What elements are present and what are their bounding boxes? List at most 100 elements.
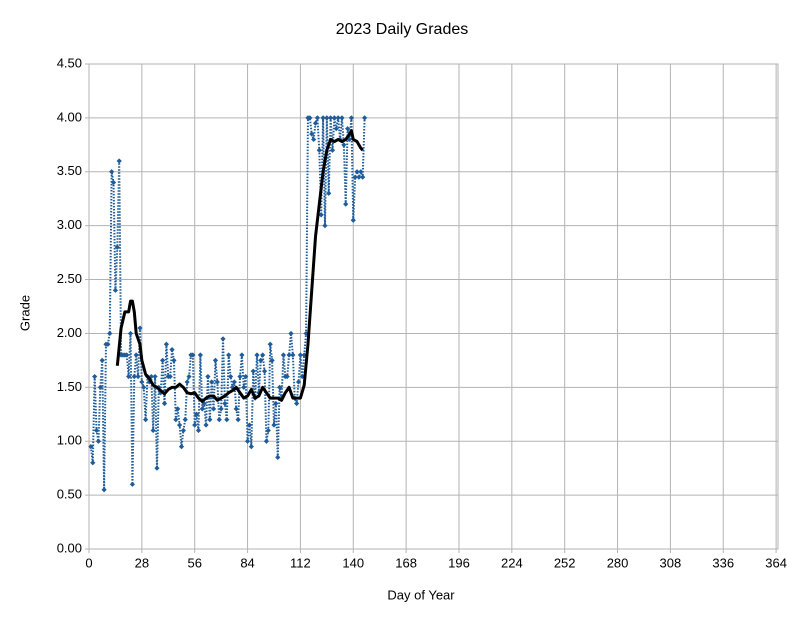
data-point <box>265 427 271 434</box>
data-point <box>88 444 94 450</box>
data-point <box>133 352 139 358</box>
data-point <box>169 347 175 353</box>
data-point <box>163 341 169 347</box>
data-point <box>224 417 230 423</box>
data-point <box>267 341 273 347</box>
data-point <box>193 411 200 417</box>
data-point <box>316 147 322 153</box>
data-point <box>286 352 292 358</box>
data-point <box>210 406 217 412</box>
data-point <box>110 179 117 186</box>
data-point <box>190 352 196 358</box>
data-point <box>290 352 296 358</box>
data-point <box>241 384 247 390</box>
data-point <box>137 325 143 331</box>
data-point <box>280 352 287 358</box>
data-point <box>237 373 243 380</box>
y-axis-label: Grade <box>17 295 32 331</box>
data-point <box>254 352 260 358</box>
data-point <box>152 373 158 380</box>
data-point <box>126 373 132 380</box>
data-point <box>331 115 337 121</box>
data-point <box>141 384 147 390</box>
data-point <box>154 465 160 471</box>
x-tick-label: 364 <box>765 555 787 570</box>
data-point <box>220 336 226 342</box>
data-point <box>244 438 251 444</box>
data-point <box>107 330 113 337</box>
x-tick-label: 336 <box>712 555 734 570</box>
data-point <box>299 373 305 380</box>
data-point <box>309 131 315 137</box>
data-point <box>222 400 228 407</box>
data-point <box>235 417 241 423</box>
data-point <box>101 487 107 493</box>
data-point <box>326 190 332 196</box>
x-tick-label: 84 <box>240 555 254 570</box>
data-point <box>97 384 103 390</box>
data-point <box>294 400 300 407</box>
data-point <box>161 400 168 407</box>
data-point <box>261 368 268 374</box>
x-tick-label: 252 <box>554 555 576 570</box>
data-point <box>212 357 219 363</box>
data-point <box>178 444 185 450</box>
data-point <box>180 427 186 434</box>
data-point <box>324 115 330 121</box>
data-point <box>273 400 279 407</box>
data-point <box>209 379 215 385</box>
data-point <box>329 147 336 153</box>
plot-frame <box>88 63 779 550</box>
x-tick-label: 28 <box>135 555 149 570</box>
data-point <box>314 115 321 121</box>
data-point <box>90 460 96 466</box>
x-tick-label: 112 <box>290 555 311 570</box>
series-line <box>115 129 364 403</box>
data-point <box>199 406 205 412</box>
x-tick-label: 0 <box>85 555 92 570</box>
data-point <box>124 352 130 358</box>
data-point <box>328 115 334 121</box>
data-point <box>105 341 111 347</box>
data-point <box>350 217 356 223</box>
data-point <box>295 379 302 385</box>
data-point <box>248 444 254 450</box>
data-point <box>226 352 232 358</box>
data-point <box>127 330 134 337</box>
data-point <box>139 379 145 385</box>
data-point <box>356 174 362 180</box>
data-point <box>312 120 319 126</box>
y-tick-label: 0.00 <box>57 540 82 555</box>
data-point <box>345 126 351 132</box>
data-point <box>231 379 237 385</box>
y-tick-label: 3.00 <box>57 217 82 232</box>
data-point <box>216 417 222 423</box>
data-point <box>322 223 328 229</box>
y-tick-label: 1.50 <box>57 379 82 394</box>
data-point <box>358 169 364 175</box>
data-point <box>311 136 317 143</box>
y-tick-label: 2.00 <box>57 325 82 340</box>
data-point <box>205 373 211 380</box>
data-point <box>192 422 198 428</box>
data-point <box>175 406 181 412</box>
data-point <box>288 330 294 337</box>
data-point <box>260 352 266 358</box>
x-tick-label: 196 <box>448 555 470 570</box>
x-tick-label: 168 <box>395 555 417 570</box>
data-point <box>318 212 324 218</box>
data-point <box>131 373 137 380</box>
data-point <box>284 373 290 380</box>
data-point <box>177 422 183 428</box>
data-point <box>343 201 349 207</box>
x-tick-label: 56 <box>187 555 201 570</box>
y-tick-label: 4.50 <box>57 55 82 70</box>
data-point <box>233 406 239 412</box>
data-point <box>307 115 313 121</box>
data-point <box>297 352 304 358</box>
x-axis-label: Day of Year <box>387 587 455 602</box>
data-point <box>339 115 345 121</box>
data-point <box>186 373 192 380</box>
data-point <box>92 373 98 380</box>
